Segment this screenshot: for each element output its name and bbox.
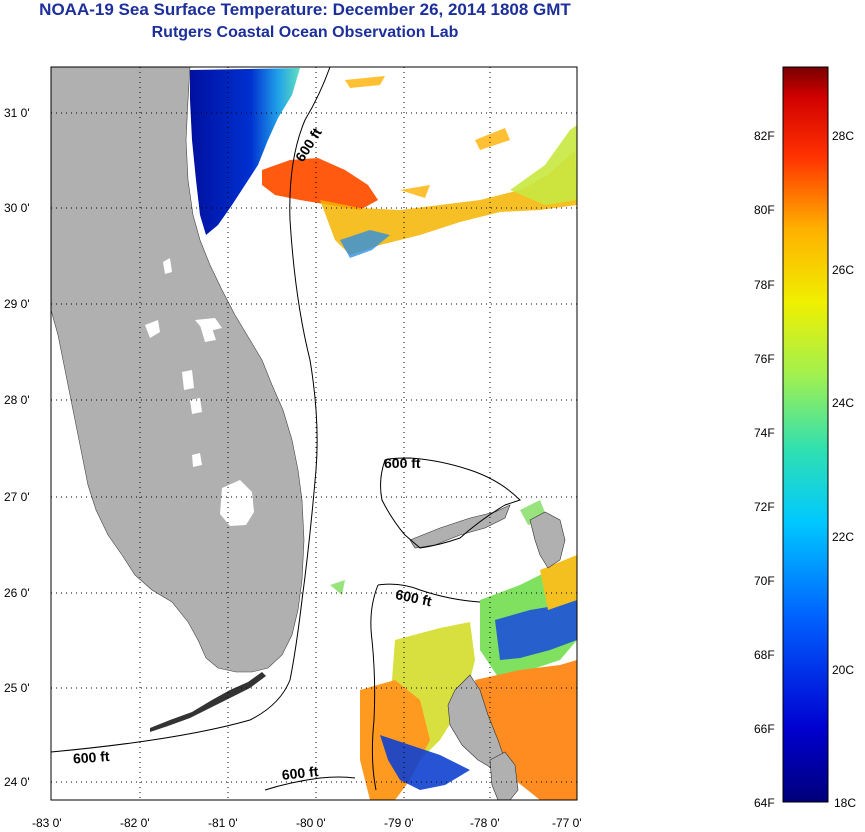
lat-tick: 31 0' <box>4 106 30 120</box>
colorbar-c-label: 24C <box>832 396 854 410</box>
colorbar-c-label: 20C <box>832 663 854 677</box>
lon-tick: -78 0' <box>470 816 500 830</box>
colorbar-f-label: 66F <box>754 722 775 736</box>
sst-yellow-band <box>320 150 577 255</box>
contour-label: 600 ft <box>72 748 110 767</box>
sst-orange-east <box>475 660 577 800</box>
sst-yellow-east <box>540 555 577 610</box>
colorbar-f-label: 72F <box>754 500 775 514</box>
lat-tick: 25 0' <box>4 681 30 695</box>
sst-green-bits <box>330 500 548 595</box>
graticule <box>51 67 577 800</box>
colorbar-f-label: 82F <box>754 129 775 143</box>
colorbar-f-label: 64F <box>754 796 775 810</box>
lon-tick: -82 0' <box>120 816 150 830</box>
contour-600ft-great-bahama-bank <box>370 583 481 791</box>
lon-tick: -83 0' <box>32 816 62 830</box>
colorbar-c-label: 22C <box>832 530 854 544</box>
lon-tick: -79 0' <box>384 816 414 830</box>
contour-label: 600 ft <box>384 455 421 471</box>
sst-greenish-ne <box>510 125 577 205</box>
colorbar-c-label: 18C <box>834 796 856 810</box>
lon-tick: -81 0' <box>208 816 238 830</box>
lat-tick: 30 0' <box>4 201 30 215</box>
contour-label: 600 ft <box>281 763 319 783</box>
lon-tick: -77 0' <box>552 816 582 830</box>
contour-600ft-south <box>264 776 356 791</box>
contour-600ft-east-florida <box>51 67 331 753</box>
sst-blue-east <box>495 600 577 660</box>
lat-tick: 27 0' <box>4 490 30 504</box>
colorbar-f-label: 76F <box>754 352 775 366</box>
grand-bahama <box>409 504 511 549</box>
lat-tick: 24 0' <box>4 775 30 789</box>
eleuthera-island <box>489 751 519 800</box>
lat-tick: 29 0' <box>4 297 30 311</box>
sst-blue-streak-north <box>340 230 390 258</box>
florida-keys <box>150 672 266 732</box>
lat-tick: 28 0' <box>4 393 30 407</box>
abaco-island <box>529 511 566 569</box>
plot-frame <box>50 66 578 801</box>
contour-label: 600 ft <box>394 586 433 609</box>
colorbar <box>782 66 829 803</box>
contour-600ft-bahama-bank <box>380 457 521 549</box>
colorbar-f-label: 70F <box>754 574 775 588</box>
map-title: NOAA-19 Sea Surface Temperature: Decembe… <box>39 0 571 19</box>
sst-blue-south <box>380 735 470 790</box>
colorbar-c-label: 28C <box>832 129 854 143</box>
sst-warm-patch-north <box>262 158 378 210</box>
colorbar-c-label: 26C <box>832 263 854 277</box>
map-subtitle: Rutgers Coastal Ocean Observation Lab <box>151 24 459 41</box>
lat-tick: 26 0' <box>4 586 30 600</box>
lake-okeechobee <box>220 480 254 526</box>
colorbar-f-label: 74F <box>754 426 775 440</box>
colorbar-f-label: 80F <box>754 203 775 217</box>
colorbar-f-label: 78F <box>754 278 775 292</box>
lon-tick: -80 0' <box>296 816 326 830</box>
sst-cold-patch <box>190 68 300 235</box>
colorbar-f-label: 68F <box>754 648 775 662</box>
